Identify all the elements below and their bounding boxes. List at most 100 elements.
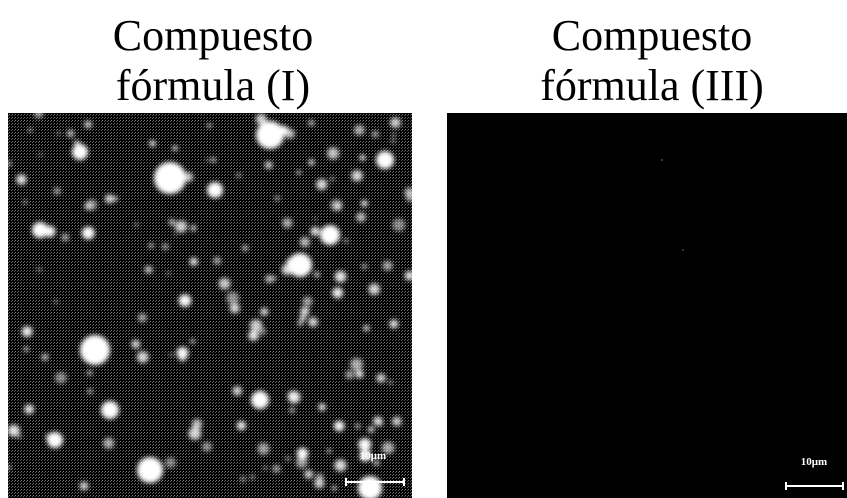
spot — [137, 351, 149, 363]
spot — [206, 158, 210, 162]
spot — [190, 257, 198, 265]
spot — [5, 160, 12, 167]
spot — [356, 212, 366, 222]
spot — [250, 475, 255, 480]
spot — [149, 243, 154, 248]
spot — [5, 465, 11, 471]
panel-title: fórmula (I) — [116, 61, 310, 110]
spot — [240, 476, 246, 482]
spot — [376, 151, 394, 169]
spot — [297, 170, 301, 174]
spot — [8, 425, 20, 437]
spot — [345, 370, 354, 379]
spot — [334, 459, 346, 471]
spot — [314, 217, 317, 220]
spot — [318, 403, 325, 410]
spot — [105, 194, 114, 203]
spot — [16, 174, 27, 185]
spot — [34, 109, 43, 118]
spot — [67, 130, 75, 138]
spot — [54, 300, 57, 303]
spot — [174, 233, 177, 236]
spot — [207, 182, 223, 198]
spot — [356, 370, 364, 378]
spot — [265, 161, 273, 169]
spot — [41, 354, 48, 361]
spot — [22, 326, 33, 337]
spot — [162, 243, 169, 250]
spot — [38, 226, 47, 235]
spot — [259, 328, 266, 335]
spot — [376, 373, 385, 382]
scale-bar-label: 10μm — [360, 450, 386, 462]
spot — [327, 147, 339, 159]
scale-bar-label: 10μm — [801, 456, 827, 468]
spot — [274, 195, 280, 201]
spot — [72, 144, 88, 160]
spot — [169, 219, 176, 226]
spot — [302, 296, 312, 306]
spot — [351, 170, 362, 181]
spot — [17, 435, 21, 439]
spot — [372, 131, 379, 138]
spot — [101, 401, 119, 419]
spot — [368, 283, 380, 295]
spot — [24, 404, 34, 414]
spot — [254, 391, 266, 403]
spot — [219, 278, 231, 290]
spot — [316, 179, 327, 190]
spot — [213, 257, 221, 265]
spot — [282, 218, 292, 228]
panel-title: fórmula (III) — [540, 61, 764, 110]
spot — [184, 172, 194, 182]
spot — [289, 407, 295, 413]
spot — [390, 117, 401, 128]
spot — [138, 313, 147, 322]
spot — [61, 233, 69, 241]
spot — [296, 457, 308, 469]
micrograph-right — [447, 113, 847, 498]
spot — [191, 225, 197, 231]
spot — [314, 272, 319, 277]
spot — [330, 199, 342, 211]
spot — [287, 391, 296, 400]
spot — [330, 177, 334, 181]
spot — [248, 330, 259, 341]
spot — [368, 426, 374, 432]
spot — [84, 121, 92, 129]
spot — [37, 267, 42, 272]
spot — [80, 335, 110, 365]
spot — [190, 339, 194, 343]
spot — [149, 140, 155, 146]
spot — [359, 155, 365, 161]
spot — [350, 358, 363, 371]
spot — [175, 220, 187, 232]
spot — [298, 321, 303, 326]
spot — [53, 187, 60, 194]
spot — [383, 261, 393, 271]
spot — [300, 307, 309, 316]
spot — [286, 456, 291, 461]
spot — [300, 315, 306, 321]
spot — [145, 266, 153, 274]
spot — [392, 133, 396, 137]
spot — [230, 303, 241, 314]
spot — [87, 370, 92, 375]
spot — [392, 218, 405, 231]
spot — [314, 478, 324, 488]
spot — [405, 271, 415, 281]
spot — [256, 114, 267, 125]
spot — [286, 258, 295, 267]
spot — [179, 294, 192, 307]
panel-title: Compuesto — [552, 11, 752, 60]
spot — [24, 346, 29, 351]
speck — [682, 249, 684, 251]
spot — [260, 308, 268, 316]
spot — [257, 443, 269, 455]
spot — [265, 275, 273, 283]
spot — [134, 223, 138, 227]
spot — [55, 372, 67, 384]
spot — [242, 245, 248, 251]
spot — [87, 388, 93, 394]
spot — [236, 173, 241, 178]
